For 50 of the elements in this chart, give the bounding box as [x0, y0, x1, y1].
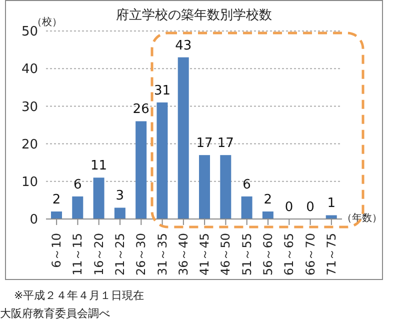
x-tick-label: 71～75	[324, 233, 338, 276]
y-tick-label: 10	[21, 175, 38, 190]
y-tick-label: 50	[21, 24, 38, 40]
bar	[241, 196, 252, 219]
data-label: 0	[306, 200, 314, 215]
bar	[72, 196, 84, 219]
data-label: 43	[175, 38, 192, 54]
x-tick-label: 31～35	[155, 233, 170, 276]
x-tick-label: 26～30	[134, 233, 148, 276]
bar	[156, 102, 168, 219]
y-tick-label: 0	[30, 212, 38, 228]
x-tick-label: 61～65	[282, 233, 296, 276]
x-tick-label: 6～10	[50, 233, 64, 268]
y-tick-label: 30	[21, 100, 38, 115]
chart-title: 府立学校の築年数別学校数	[116, 8, 272, 23]
x-tick-label: 16～20	[92, 233, 106, 276]
data-label: 0	[284, 200, 294, 215]
data-label: 11	[90, 158, 108, 174]
data-label: 6	[74, 177, 82, 192]
data-label: 2	[52, 192, 61, 208]
data-label: 31	[154, 83, 170, 98]
data-label: 3	[116, 188, 124, 204]
bar	[178, 57, 189, 219]
text: 大阪府教育委員会調べ	[0, 306, 110, 321]
bar	[93, 178, 104, 219]
text: ※平成２４年４月１日現在	[14, 288, 144, 303]
x-tick-label: 66～70	[303, 233, 318, 276]
bar	[114, 208, 126, 219]
bar	[326, 215, 337, 219]
x-tick-label: 41～45	[198, 233, 212, 276]
data-label: 6	[242, 177, 251, 192]
data-label: 26	[132, 102, 150, 118]
data-label: 17	[196, 136, 213, 152]
x-tick-label: 46～50	[218, 233, 233, 276]
x-tick-label: 56～60	[261, 233, 275, 276]
x-tick-label: 36～40	[176, 233, 190, 276]
bar	[136, 121, 147, 219]
y-tick-label: 40	[21, 62, 38, 78]
data-label: 2	[264, 192, 272, 208]
x-axis-title: （年数）	[342, 212, 382, 225]
x-tick-label: 11～15	[70, 233, 85, 276]
x-tick-label: 51～55	[240, 233, 254, 276]
y-tick-label: 20	[21, 137, 38, 152]
bar	[220, 155, 232, 219]
x-tick-label: 21～25	[113, 233, 127, 276]
data-label: 17	[217, 136, 234, 152]
data-label: 1	[327, 196, 336, 212]
bar	[51, 211, 62, 219]
bar	[199, 155, 210, 219]
bar	[262, 211, 274, 219]
